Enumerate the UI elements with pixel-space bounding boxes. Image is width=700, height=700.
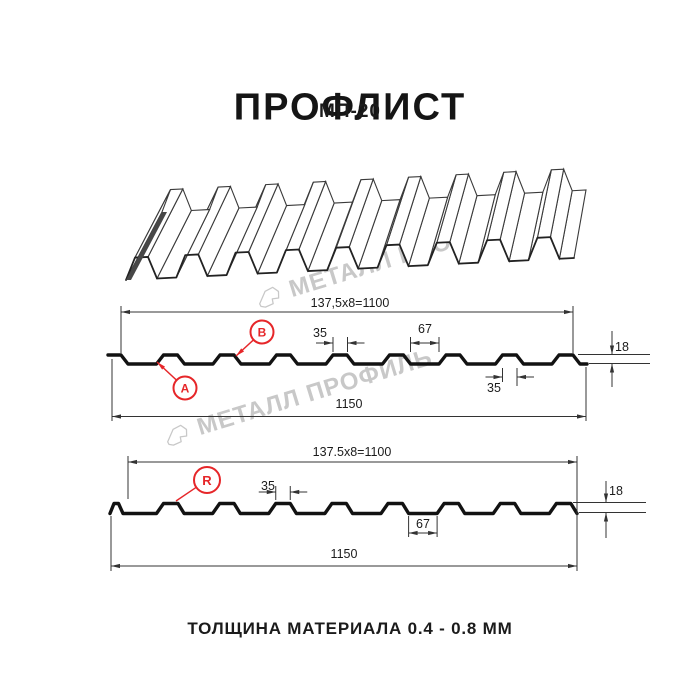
callout-r: R [193,466,221,494]
material-thickness-note: ТОЛЩИНА МАТЕРИАЛА 0.4 - 0.8 ММ [187,619,513,638]
product-model: МП-20 [319,101,381,122]
sheet-3d-drawing [125,167,587,281]
page-title: ПРОФЛИСТ [233,86,467,129]
dim-height-top: 18 [615,340,629,354]
dim-module-width-top: 137,5x8=1100 [310,296,390,310]
dim-crest-width-bottom-view: 35 [261,479,275,493]
dim-overall-width-bottom-view: 1150 [330,547,358,561]
dim-crest-width-top: 35 [313,326,327,340]
profile-section-bottom [108,456,646,571]
dim-height-bottom-view: 18 [609,484,623,498]
dim-overall-width-top: 1150 [335,397,363,411]
profile-section-top [106,306,650,421]
callout-b: B [249,319,275,345]
dim-valley-width-top: 67 [418,322,432,336]
dim-module-width-bottom-view: 137.5x8=1100 [312,445,392,459]
dim-valley-width-bottom-view: 67 [416,517,430,531]
dim-crest-width-bottom: 35 [487,381,501,395]
callout-a: A [172,375,198,401]
